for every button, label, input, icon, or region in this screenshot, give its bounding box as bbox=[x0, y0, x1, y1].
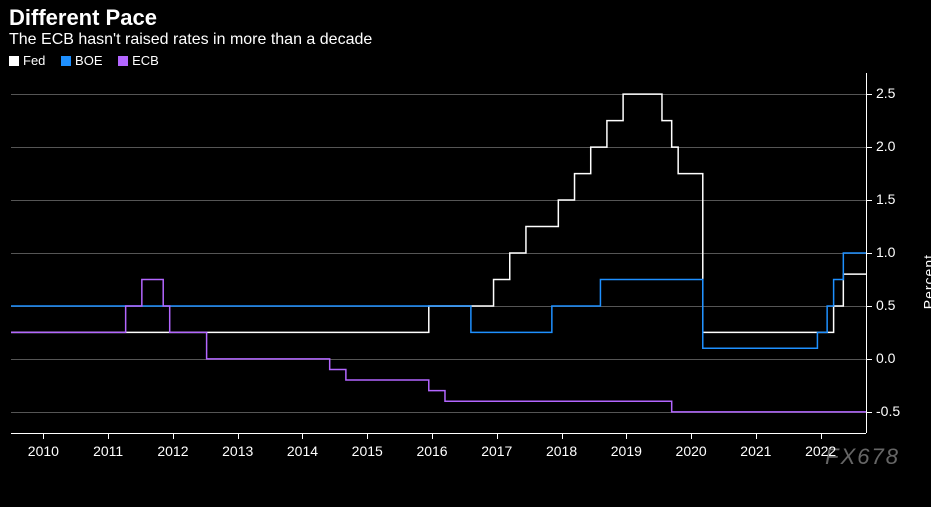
x-tick-label: 2017 bbox=[481, 443, 512, 459]
x-tick bbox=[367, 433, 368, 439]
legend: Fed BOE ECB bbox=[9, 53, 171, 69]
x-tick-label: 2015 bbox=[352, 443, 383, 459]
x-tick-label: 2014 bbox=[287, 443, 318, 459]
y-tick-label: 1.0 bbox=[876, 244, 916, 260]
x-tick-label: 2012 bbox=[157, 443, 188, 459]
x-tick bbox=[43, 433, 44, 439]
chart-subtitle: The ECB hasn't raised rates in more than… bbox=[9, 31, 372, 49]
legend-swatch-boe bbox=[61, 56, 71, 66]
x-tick-label: 2021 bbox=[740, 443, 771, 459]
x-tick bbox=[432, 433, 433, 439]
x-axis-line bbox=[11, 433, 866, 434]
x-tick-label: 2011 bbox=[93, 443, 123, 459]
legend-label-boe: BOE bbox=[75, 53, 102, 68]
legend-swatch-ecb bbox=[118, 56, 128, 66]
y-tick-label: 0.5 bbox=[876, 297, 916, 313]
x-tick-label: 2013 bbox=[222, 443, 253, 459]
plot-area: 2010 2011 2012 2013 2014 2015 2016 2017 2018 2019… bbox=[11, 73, 876, 463]
x-tick-label: 2016 bbox=[416, 443, 447, 459]
chart-container: Different Pace The ECB hasn't raised rat… bbox=[0, 0, 931, 507]
y-tick-label: 2.0 bbox=[876, 138, 916, 154]
legend-label-ecb: ECB bbox=[132, 53, 159, 68]
legend-label-fed: Fed bbox=[23, 53, 45, 68]
x-tick bbox=[302, 433, 303, 439]
x-tick bbox=[756, 433, 757, 439]
y-axis-line bbox=[866, 73, 867, 433]
x-tick bbox=[821, 433, 822, 439]
series-ecb bbox=[11, 279, 866, 411]
chart-title: Different Pace bbox=[9, 5, 157, 31]
y-axis-label: Percent bbox=[920, 254, 931, 309]
x-tick bbox=[691, 433, 692, 439]
y-tick-label: 0.0 bbox=[876, 350, 916, 366]
y-tick-label: 2.5 bbox=[876, 85, 916, 101]
x-tick-label: 2019 bbox=[611, 443, 642, 459]
x-tick bbox=[173, 433, 174, 439]
x-tick-label: 2010 bbox=[28, 443, 59, 459]
x-tick bbox=[626, 433, 627, 439]
series-boe bbox=[11, 253, 866, 348]
legend-item-fed: Fed bbox=[9, 53, 45, 68]
series-fed bbox=[11, 94, 866, 332]
legend-item-ecb: ECB bbox=[118, 53, 159, 68]
y-tick-label: -0.5 bbox=[876, 403, 916, 419]
x-tick bbox=[562, 433, 563, 439]
x-tick bbox=[497, 433, 498, 439]
x-tick-label: 2022 bbox=[805, 443, 836, 459]
x-tick bbox=[238, 433, 239, 439]
legend-swatch-fed bbox=[9, 56, 19, 66]
y-tick-label: 1.5 bbox=[876, 191, 916, 207]
x-tick bbox=[108, 433, 109, 439]
x-tick-label: 2020 bbox=[676, 443, 707, 459]
series-svg bbox=[11, 73, 866, 433]
x-tick-label: 2018 bbox=[546, 443, 577, 459]
legend-item-boe: BOE bbox=[61, 53, 102, 68]
